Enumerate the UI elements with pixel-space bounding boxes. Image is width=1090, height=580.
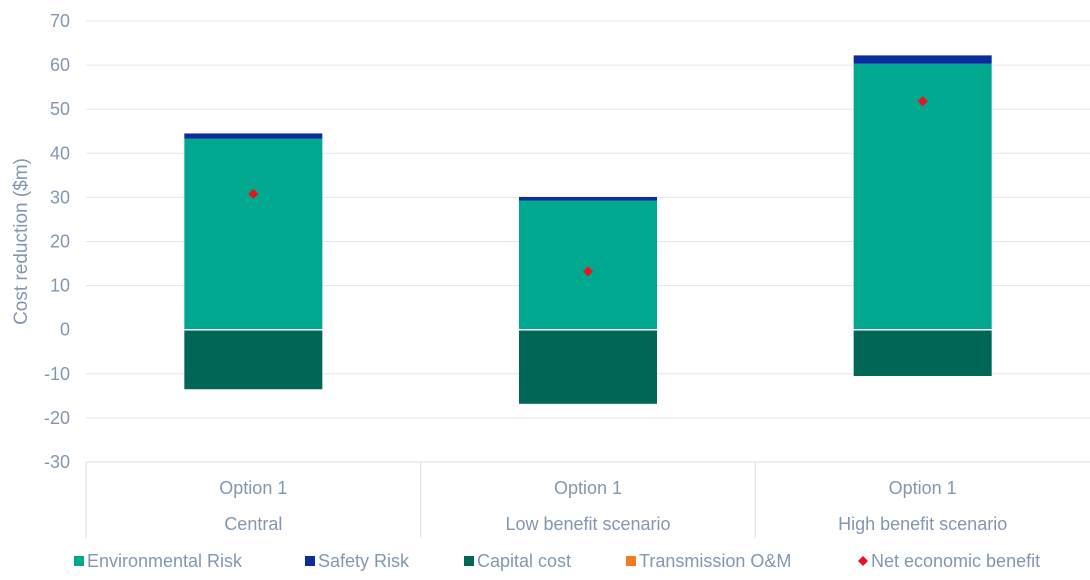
bar-segment-environmental-risk <box>184 138 323 330</box>
y-tick-label: 20 <box>50 232 70 252</box>
category-scenario-label: Low benefit scenario <box>505 514 670 534</box>
legend-swatch <box>464 556 474 566</box>
category-option-label: Option 1 <box>554 478 622 498</box>
net-benefit-marker <box>248 188 259 199</box>
category-option-label: Option 1 <box>219 478 287 498</box>
legend-label: Capital cost <box>477 551 571 571</box>
legend-swatch <box>858 556 868 566</box>
bar-segment-environmental-risk <box>519 200 657 330</box>
y-tick-label: -10 <box>44 364 70 384</box>
bar-segment-safety-risk <box>853 55 992 64</box>
category-axis: Option 1 Central Option 1 Low benefit scena… <box>85 461 1090 538</box>
legend-swatch <box>74 556 84 566</box>
legend-label: Net economic benefit <box>871 551 1040 571</box>
y-tick-label: 0 <box>60 320 70 340</box>
legend-label: Safety Risk <box>318 551 410 571</box>
y-tick-label: 60 <box>50 55 70 75</box>
bar-segment-safety-risk <box>184 133 323 139</box>
category-option-label: Option 1 <box>889 478 957 498</box>
legend-swatch <box>626 556 636 566</box>
y-tick-label: 40 <box>50 143 70 163</box>
legend-label: Environmental Risk <box>87 551 243 571</box>
y-tick-label: 70 <box>50 11 70 31</box>
bar-segment-capital-cost <box>519 329 657 404</box>
bar-segment-capital-cost <box>853 329 992 377</box>
bar-segment-environmental-risk <box>853 63 992 330</box>
y-tick-label: -20 <box>44 408 70 428</box>
category-scenario-label: High benefit scenario <box>838 514 1007 534</box>
net-benefit-marker <box>583 266 593 277</box>
legend-swatch <box>305 556 315 566</box>
y-tick-label: 50 <box>50 99 70 119</box>
y-axis-title: Cost reduction ($m) <box>11 158 32 325</box>
bar-segment-safety-risk <box>519 196 657 201</box>
y-tick-label: 10 <box>50 276 70 296</box>
category-scenario-label: Central <box>224 514 282 534</box>
bars <box>86 55 1090 404</box>
markers <box>248 96 928 277</box>
legend-label: Transmission O&M <box>639 551 791 571</box>
bar-segment-capital-cost <box>184 329 323 390</box>
y-tick-label: 30 <box>50 187 70 207</box>
net-benefit-marker <box>917 96 928 107</box>
y-tick-label: -30 <box>44 452 70 472</box>
legend: Environmental Risk Safety Risk Capital cos… <box>74 551 1040 571</box>
y-axis-ticks: 70 60 50 40 30 20 10 0 -10 -20 -30 <box>44 11 70 472</box>
